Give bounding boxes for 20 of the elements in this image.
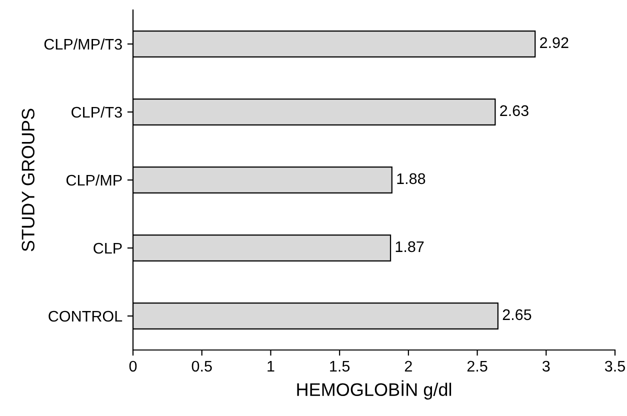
data-label: 1.88 bbox=[397, 173, 426, 184]
data-label: 2.92 bbox=[540, 37, 568, 48]
x-tick-label: 3.5 bbox=[604, 360, 625, 372]
y-axis-title: STUDY GROUPS bbox=[22, 108, 35, 252]
x-tick-label: 0 bbox=[129, 360, 137, 372]
x-tick-label: 1 bbox=[268, 360, 274, 372]
x-tick-label: 0.5 bbox=[192, 360, 212, 372]
y-tick-label: CLP bbox=[94, 242, 122, 254]
data-label: 1.87 bbox=[396, 241, 424, 252]
y-tick-label: CLP/MP/T3 bbox=[44, 38, 122, 50]
x-tick-label: 2 bbox=[404, 360, 412, 372]
y-tick-label: CONTROL bbox=[48, 310, 122, 322]
x-tick-label: 1.5 bbox=[330, 360, 350, 372]
x-axis-title: HEMOGLOBİN g/dl bbox=[297, 380, 452, 400]
y-tick-label: CLP/T3 bbox=[72, 106, 122, 118]
x-tick-label: 2.5 bbox=[467, 360, 488, 372]
y-tick-label: CLP/MP bbox=[66, 174, 122, 186]
x-tick-label: 3 bbox=[542, 360, 550, 372]
data-label: 2.65 bbox=[502, 309, 532, 320]
data-label: 2.63 bbox=[500, 105, 528, 116]
